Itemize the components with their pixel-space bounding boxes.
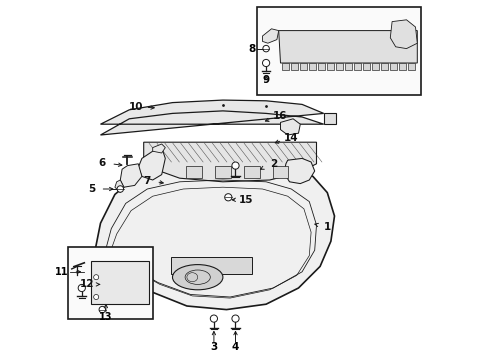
Text: 3: 3 — [210, 342, 217, 352]
Polygon shape — [262, 29, 278, 43]
Polygon shape — [323, 113, 336, 124]
Text: 14: 14 — [284, 133, 298, 143]
Polygon shape — [215, 166, 230, 178]
Text: 2: 2 — [269, 159, 276, 169]
Circle shape — [94, 275, 99, 280]
Polygon shape — [399, 63, 405, 70]
Polygon shape — [300, 63, 306, 70]
Polygon shape — [363, 63, 369, 70]
Circle shape — [224, 194, 231, 201]
Polygon shape — [318, 63, 324, 70]
Text: 10: 10 — [129, 102, 143, 112]
Polygon shape — [186, 166, 202, 178]
Polygon shape — [284, 158, 314, 184]
Circle shape — [117, 186, 123, 192]
Text: 16: 16 — [273, 111, 287, 121]
Text: 8: 8 — [247, 44, 255, 54]
Polygon shape — [326, 63, 333, 70]
Polygon shape — [389, 20, 416, 49]
Text: 15: 15 — [239, 195, 253, 205]
Polygon shape — [278, 31, 416, 63]
Polygon shape — [282, 63, 288, 70]
Polygon shape — [309, 63, 315, 70]
Circle shape — [210, 315, 217, 322]
Polygon shape — [371, 63, 378, 70]
Polygon shape — [354, 63, 360, 70]
Polygon shape — [115, 180, 123, 193]
Text: 5: 5 — [88, 184, 95, 194]
Text: 12: 12 — [80, 279, 94, 289]
Circle shape — [99, 306, 105, 313]
Circle shape — [263, 45, 269, 52]
Polygon shape — [291, 63, 297, 70]
Text: 6: 6 — [99, 158, 106, 168]
Circle shape — [231, 315, 239, 322]
Polygon shape — [381, 63, 387, 70]
Polygon shape — [91, 261, 149, 304]
Text: 7: 7 — [143, 176, 151, 186]
Bar — [257, 7, 420, 95]
Polygon shape — [93, 158, 334, 310]
Polygon shape — [280, 119, 300, 135]
Circle shape — [94, 294, 99, 300]
Polygon shape — [345, 63, 351, 70]
Text: 1: 1 — [323, 222, 330, 231]
Circle shape — [78, 284, 85, 292]
Ellipse shape — [172, 265, 223, 290]
Circle shape — [262, 59, 269, 67]
Polygon shape — [272, 166, 288, 178]
Text: 4: 4 — [231, 342, 239, 352]
Circle shape — [231, 162, 239, 169]
Bar — [68, 247, 152, 319]
Polygon shape — [244, 166, 259, 178]
Polygon shape — [143, 142, 316, 182]
Polygon shape — [389, 63, 396, 70]
Polygon shape — [138, 148, 165, 180]
Polygon shape — [407, 63, 414, 70]
Text: 9: 9 — [262, 75, 269, 85]
Text: 11: 11 — [55, 267, 68, 277]
Polygon shape — [336, 63, 342, 70]
Polygon shape — [170, 257, 251, 274]
Polygon shape — [120, 164, 142, 187]
Text: 13: 13 — [99, 312, 112, 322]
Polygon shape — [152, 144, 165, 153]
Polygon shape — [101, 100, 323, 135]
